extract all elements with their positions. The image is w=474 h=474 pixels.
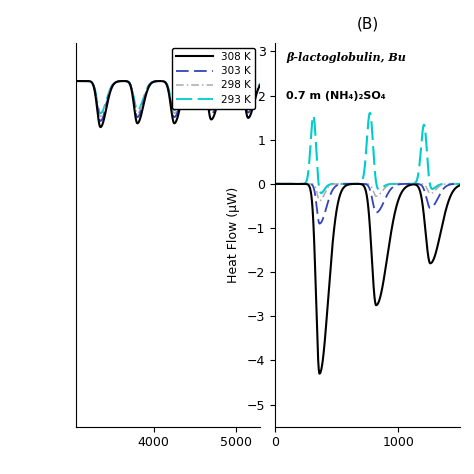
Y-axis label: Heat Flow (μW): Heat Flow (μW): [227, 186, 240, 283]
Text: 0.7 m (NH₄)₂SO₄: 0.7 m (NH₄)₂SO₄: [286, 91, 386, 100]
Text: β-lactoglobulin, Bu: β-lactoglobulin, Bu: [286, 52, 406, 63]
Text: (B): (B): [356, 17, 379, 32]
Legend: 308 K, 303 K, 298 K, 293 K: 308 K, 303 K, 298 K, 293 K: [172, 48, 255, 109]
